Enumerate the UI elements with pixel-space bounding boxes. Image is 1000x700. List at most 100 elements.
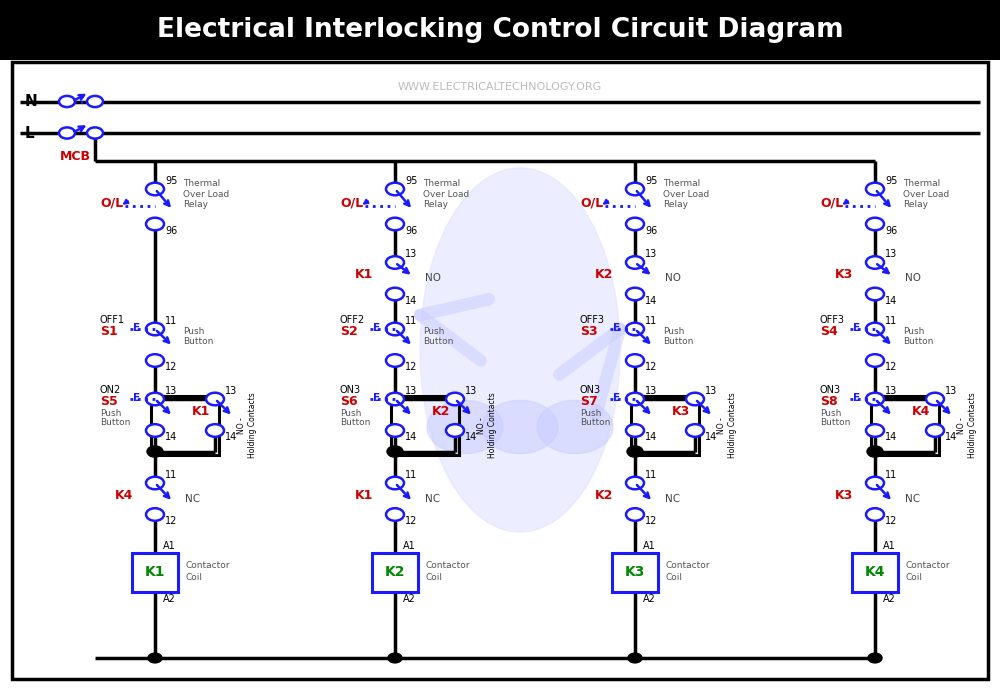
Text: O/L: O/L xyxy=(100,197,123,209)
Text: NO -
Holding Contacts: NO - Holding Contacts xyxy=(717,393,737,458)
Text: S4: S4 xyxy=(820,325,838,337)
Text: Over Load: Over Load xyxy=(423,190,469,199)
Text: K1: K1 xyxy=(355,268,373,281)
Circle shape xyxy=(146,218,164,230)
Text: 95: 95 xyxy=(405,176,417,186)
Circle shape xyxy=(147,446,163,457)
Text: ON3: ON3 xyxy=(580,385,601,395)
Text: K4: K4 xyxy=(912,405,930,418)
Circle shape xyxy=(866,218,884,230)
Circle shape xyxy=(146,323,164,335)
Text: O/L: O/L xyxy=(580,197,603,209)
Text: 14: 14 xyxy=(465,433,477,442)
Text: 14: 14 xyxy=(885,296,897,306)
Text: NC: NC xyxy=(905,494,920,504)
Circle shape xyxy=(87,96,103,107)
Text: K3: K3 xyxy=(835,489,853,502)
Bar xyxy=(612,553,658,592)
Text: K3: K3 xyxy=(835,268,853,281)
Text: Relay: Relay xyxy=(663,200,688,209)
Polygon shape xyxy=(427,400,503,454)
Circle shape xyxy=(387,446,403,457)
Circle shape xyxy=(206,393,224,405)
Circle shape xyxy=(626,288,644,300)
Text: ON3: ON3 xyxy=(820,385,841,395)
Text: 13: 13 xyxy=(405,249,417,259)
Circle shape xyxy=(146,354,164,367)
Text: 14: 14 xyxy=(165,433,177,442)
Circle shape xyxy=(626,218,644,230)
Text: E: E xyxy=(613,393,620,402)
Text: Thermal: Thermal xyxy=(663,179,700,188)
Circle shape xyxy=(626,323,644,335)
Text: K2: K2 xyxy=(432,405,450,418)
Text: OFF3: OFF3 xyxy=(820,315,845,325)
Circle shape xyxy=(446,393,464,405)
Circle shape xyxy=(626,183,644,195)
Text: Over Load: Over Load xyxy=(663,190,709,199)
Text: E: E xyxy=(853,323,860,332)
Text: Contactor: Contactor xyxy=(425,561,470,570)
Text: 13: 13 xyxy=(465,386,477,396)
Circle shape xyxy=(386,508,404,521)
Bar xyxy=(132,553,178,592)
Circle shape xyxy=(686,393,704,405)
Text: Thermal: Thermal xyxy=(423,179,460,188)
Text: S6: S6 xyxy=(340,395,358,407)
Text: 14: 14 xyxy=(645,433,657,442)
Text: Button: Button xyxy=(100,419,130,427)
Text: Relay: Relay xyxy=(903,200,928,209)
Text: 13: 13 xyxy=(405,386,417,396)
Circle shape xyxy=(386,183,404,195)
Text: 96: 96 xyxy=(645,226,657,236)
Circle shape xyxy=(388,653,402,663)
Text: ON3: ON3 xyxy=(340,385,361,395)
Text: K1: K1 xyxy=(355,489,373,502)
Text: E: E xyxy=(133,323,140,332)
Text: NO: NO xyxy=(665,273,681,284)
Text: A1: A1 xyxy=(883,541,896,551)
Circle shape xyxy=(59,96,75,107)
Text: 12: 12 xyxy=(645,517,657,526)
Text: K4: K4 xyxy=(115,489,133,502)
Text: 13: 13 xyxy=(705,386,717,396)
Text: O/L: O/L xyxy=(820,197,843,209)
Text: Contactor: Contactor xyxy=(665,561,710,570)
Text: K2: K2 xyxy=(385,566,405,580)
Circle shape xyxy=(87,127,103,139)
Circle shape xyxy=(626,508,644,521)
Circle shape xyxy=(626,393,644,405)
Text: A2: A2 xyxy=(403,594,416,603)
Text: MCB: MCB xyxy=(60,150,90,162)
Text: Relay: Relay xyxy=(183,200,208,209)
Text: K4: K4 xyxy=(865,566,885,580)
Circle shape xyxy=(446,424,464,437)
Bar xyxy=(12,62,988,679)
Text: Button: Button xyxy=(183,337,213,346)
Text: 11: 11 xyxy=(405,470,417,480)
Text: Push: Push xyxy=(423,327,444,335)
Text: K3: K3 xyxy=(625,566,645,580)
Text: O/L: O/L xyxy=(340,197,363,209)
Circle shape xyxy=(386,354,404,367)
Text: 96: 96 xyxy=(885,226,897,236)
Text: Coil: Coil xyxy=(425,573,442,582)
Circle shape xyxy=(386,288,404,300)
Circle shape xyxy=(868,653,882,663)
Circle shape xyxy=(866,477,884,489)
Bar xyxy=(391,395,459,455)
Circle shape xyxy=(926,424,944,437)
Text: OFF3: OFF3 xyxy=(580,315,605,325)
Text: Push: Push xyxy=(183,327,204,335)
Text: 14: 14 xyxy=(705,433,717,442)
Circle shape xyxy=(628,653,642,663)
Text: E: E xyxy=(613,323,620,332)
Bar xyxy=(852,553,898,592)
Circle shape xyxy=(626,256,644,269)
Text: NO: NO xyxy=(905,273,921,284)
Text: 12: 12 xyxy=(405,517,417,526)
Bar xyxy=(871,395,939,455)
Text: NO -
Holding Contacts: NO - Holding Contacts xyxy=(957,393,977,458)
Circle shape xyxy=(146,393,164,405)
Text: Over Load: Over Load xyxy=(183,190,229,199)
